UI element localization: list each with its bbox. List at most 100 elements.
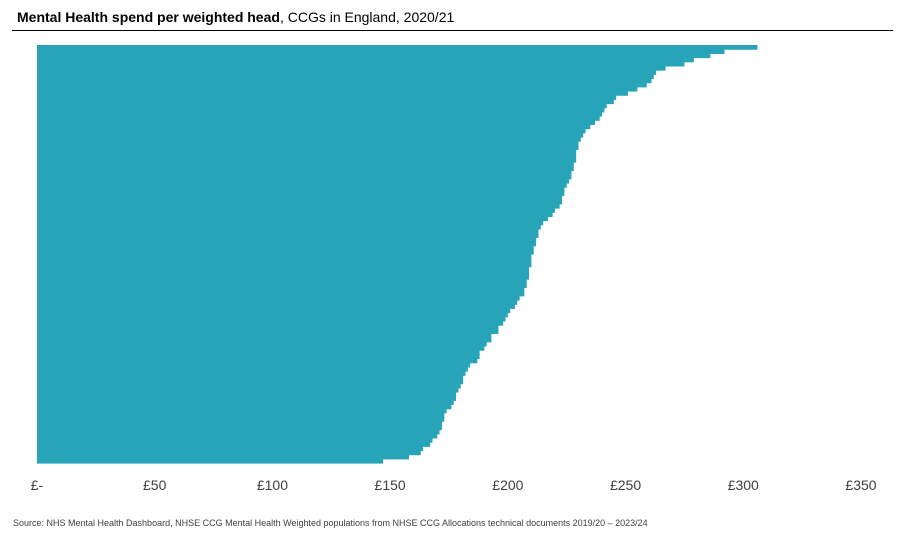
- ccg-bar: [37, 220, 544, 226]
- x-tick-label: £100: [257, 477, 288, 493]
- ccg-bar: [37, 107, 605, 113]
- ccg-bar: [37, 433, 438, 439]
- ccg-bar: [37, 170, 572, 176]
- ccg-bar: [37, 450, 421, 456]
- ccg-bar: [37, 254, 532, 259]
- x-tick-label: £150: [375, 477, 406, 493]
- ccg-bar: [37, 241, 537, 247]
- ccg-bar: [37, 103, 607, 109]
- x-tick-label: £-: [31, 477, 44, 493]
- ccg-bar: [37, 408, 447, 414]
- ccg-bar: [37, 45, 758, 50]
- ccg-bar: [37, 249, 534, 255]
- ccg-bar: [37, 228, 539, 234]
- ccg-bar: [37, 224, 541, 230]
- ccg-bar: [37, 366, 468, 372]
- ccg-bar: [37, 458, 384, 464]
- ccg-bar: [37, 262, 532, 268]
- ccg-bar: [37, 99, 614, 105]
- x-tick-label: £350: [845, 477, 876, 493]
- ccg-bar: [37, 199, 563, 205]
- ccg-bar: [37, 145, 579, 151]
- ccg-bar: [37, 78, 652, 84]
- ccg-bar: [37, 90, 628, 96]
- ccg-bar: [37, 291, 525, 297]
- ccg-bar: [37, 182, 567, 188]
- x-tick-label: £50: [143, 477, 167, 493]
- ccg-bar: [37, 412, 445, 418]
- ccg-bar: [37, 49, 725, 54]
- ccg-bar: [37, 341, 487, 347]
- ccg-bar: [37, 379, 464, 385]
- ccg-bar: [37, 178, 570, 184]
- ccg-bar: [37, 383, 461, 389]
- ccg-bar: [37, 111, 603, 117]
- ccg-bar: [37, 320, 504, 326]
- ccg-bar: [37, 70, 657, 75]
- ccg-bar: [37, 274, 530, 280]
- ccg-bar: [37, 337, 492, 343]
- ccg-bar: [37, 417, 445, 422]
- ccg-bar: [37, 437, 433, 443]
- ccg-bar: [37, 358, 478, 364]
- ccg-bar: [37, 345, 485, 351]
- ccg-bar: [37, 425, 442, 431]
- chart-title-rest: , CCGs in England, 2020/21: [279, 9, 455, 25]
- ccg-bar: [37, 312, 508, 318]
- x-tick-label: £250: [610, 477, 641, 493]
- ccg-bar: [37, 191, 565, 197]
- ccg-bar: [37, 187, 565, 192]
- ccg-bar: [37, 237, 537, 243]
- ccg-bar: [37, 153, 577, 159]
- ccg-bar: [37, 258, 532, 263]
- ccg-bar: [37, 308, 511, 314]
- ccg-bar: [37, 233, 539, 238]
- ccg-bar: [37, 124, 591, 130]
- ccg-bar: [37, 325, 499, 330]
- ccg-bar: [37, 316, 506, 322]
- chart-title: Mental Health spend per weighted head, C…: [17, 8, 454, 26]
- ccg-bar: [37, 400, 454, 406]
- ccg-bar: [37, 329, 499, 335]
- ccg-bar: [37, 371, 466, 376]
- ccg-bar: [37, 333, 492, 339]
- title-divider: [12, 30, 893, 31]
- ccg-bar: [37, 208, 555, 213]
- ccg-bar: [37, 216, 548, 222]
- ccg-bar: [37, 82, 647, 88]
- ccg-bar: [37, 396, 457, 401]
- ccg-bar: [37, 95, 617, 100]
- ccg-bar: [37, 354, 480, 360]
- ccg-bar: [37, 304, 515, 309]
- ccg-bar: [37, 65, 666, 71]
- chart-title-bold: Mental Health spend per weighted head: [17, 9, 280, 25]
- ccg-bar: [37, 454, 409, 460]
- ccg-bar: [37, 53, 711, 59]
- ccg-bar: [37, 195, 563, 201]
- ccg-bar: [37, 157, 577, 163]
- ccg-bar: [37, 203, 560, 209]
- ccg-bar: [37, 283, 527, 289]
- ccg-bar: [37, 116, 600, 121]
- ccg-bar: [37, 295, 520, 301]
- ccg-bar: [37, 391, 457, 397]
- ccg-bar: [37, 86, 638, 92]
- ccg-bar: [37, 446, 424, 452]
- ccg-bar: [37, 270, 530, 276]
- ccg-bar: [37, 128, 586, 134]
- ccg-bar: [37, 74, 654, 80]
- source-note: Source: NHS Mental Health Dashboard, NHS…: [13, 518, 648, 528]
- ccg-bar: [37, 212, 553, 217]
- ccg-bar: [37, 279, 527, 284]
- ccg-bar: [37, 245, 534, 251]
- ccg-bar: [37, 57, 694, 63]
- ccg-bar: [37, 299, 518, 305]
- ccg-bar: [37, 387, 459, 393]
- ccg-bar: [37, 136, 581, 142]
- ccg-bar: [37, 132, 584, 138]
- ccg-bar: [37, 120, 595, 126]
- ccg-bar: [37, 442, 431, 447]
- ccg-bar: [37, 421, 442, 426]
- ccg-bar: [37, 61, 685, 67]
